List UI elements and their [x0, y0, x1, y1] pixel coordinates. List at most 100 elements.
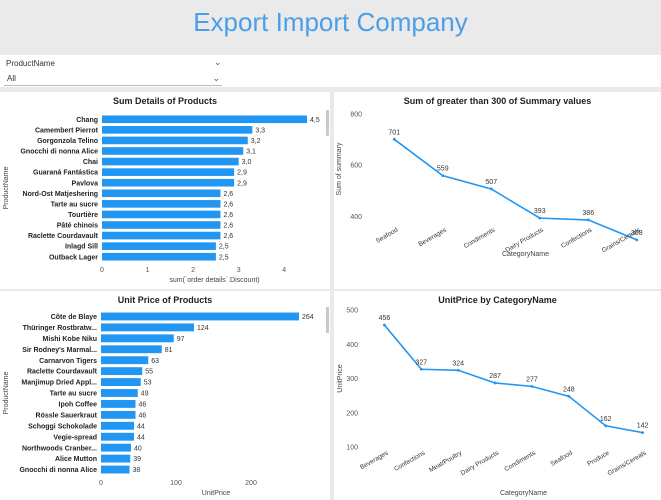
data-point[interactable] — [456, 368, 460, 372]
category-label: Seafood — [549, 449, 574, 467]
data-label: 49 — [141, 391, 149, 398]
bar[interactable] — [101, 399, 136, 408]
data-point[interactable] — [635, 238, 639, 242]
chart-panel-discount[interactable]: Sum Details of Products Chang 4,5 Camember… — [0, 92, 330, 289]
category-label: Gorgonzola Telino — [37, 138, 98, 145]
category-label: Condiments — [463, 226, 497, 250]
category-label: Guaraná Fantástica — [33, 170, 98, 177]
category-label: Confections — [393, 449, 427, 473]
category-label: Carnarvon Tigers — [39, 358, 97, 365]
category-label: Mishi Kobe Niku — [43, 336, 97, 343]
bar[interactable] — [102, 147, 244, 155]
data-label: 53 — [144, 380, 152, 387]
bar[interactable] — [102, 242, 216, 250]
product-slicer[interactable]: ProductName ⌄ All ⌄ — [0, 55, 661, 87]
series-line[interactable] — [393, 138, 638, 241]
category-label: Grains/Cereals — [607, 449, 649, 477]
series-line[interactable] — [383, 324, 643, 434]
chart-title: Unit Price of Products — [117, 295, 213, 305]
category-label: Schoggi Schokolade — [28, 423, 97, 430]
category-label: Dairy Products — [460, 449, 501, 477]
scrollbar[interactable] — [326, 110, 329, 136]
data-point[interactable] — [441, 174, 445, 178]
data-label: 327 — [415, 359, 427, 366]
scrollbar[interactable] — [326, 307, 329, 333]
category-label: Confections — [560, 226, 594, 250]
data-label: 2,5 — [219, 254, 229, 261]
product-dropdown[interactable]: All ⌄ — [4, 72, 222, 86]
category-label: Gnocchi di nonna Alice — [19, 467, 97, 474]
unitprice-bar-chart: Côte de Blaye 264 Thüringer Rostbratw... 12… — [3, 307, 329, 497]
chevron-down-icon[interactable]: ⌄ — [212, 73, 220, 83]
category-label: Meat/Poultry — [428, 449, 464, 474]
data-point[interactable] — [538, 216, 542, 220]
bar[interactable] — [101, 389, 138, 397]
x-axis-label: CategoryName — [500, 490, 547, 497]
tick-label: 600 — [350, 163, 362, 170]
bar[interactable] — [102, 252, 216, 261]
data-label: 2,9 — [237, 170, 247, 177]
bar[interactable] — [101, 443, 131, 452]
chart-panel-category-price[interactable]: UnitPrice by CategoryName 100 200 300 400 50… — [334, 291, 661, 500]
tick-label: 500 — [346, 308, 358, 315]
data-point[interactable] — [641, 431, 644, 435]
bar[interactable] — [102, 221, 221, 229]
tick-label: 200 — [245, 480, 257, 487]
bar[interactable] — [101, 410, 136, 419]
x-axis-label: sum(`order details`.Discount) — [169, 277, 259, 284]
tick-label: 300 — [346, 376, 358, 383]
data-point[interactable] — [567, 394, 571, 398]
data-label: 456 — [379, 315, 391, 322]
bar[interactable] — [101, 378, 141, 387]
tick-label: 400 — [350, 214, 362, 221]
tick-label: 100 — [346, 445, 358, 452]
data-point[interactable] — [493, 381, 497, 385]
data-point[interactable] — [392, 137, 396, 141]
chevron-down-icon[interactable]: ⌄ — [214, 57, 222, 67]
bar[interactable] — [102, 126, 253, 134]
category-label: Nord-Ost Matjeshering — [23, 191, 98, 198]
data-point[interactable] — [489, 187, 493, 191]
bar[interactable] — [101, 312, 299, 321]
bar[interactable] — [102, 136, 248, 145]
category-label: Inlagd Sill — [65, 244, 98, 251]
slicer-value: All — [7, 74, 16, 83]
bar[interactable] — [101, 323, 194, 332]
tick-label: 0 — [100, 267, 104, 274]
chart-panel-summary[interactable]: Sum of greater than 300 of Summary value… — [334, 92, 661, 289]
category-label: Pâté chinois — [57, 223, 98, 230]
bar[interactable] — [102, 231, 221, 240]
bar[interactable] — [101, 356, 149, 365]
y-axis-label: UnitPrice — [337, 364, 344, 393]
bar[interactable] — [101, 454, 131, 463]
data-label: 248 — [563, 386, 575, 393]
bar[interactable] — [101, 367, 143, 376]
bar[interactable] — [102, 157, 239, 166]
data-point[interactable] — [604, 424, 608, 428]
bar[interactable] — [102, 189, 221, 198]
data-point[interactable] — [530, 384, 534, 388]
bar[interactable] — [102, 168, 235, 176]
bar[interactable] — [102, 210, 221, 219]
bar[interactable] — [101, 345, 162, 354]
category-label: Northwoods Cranber... — [22, 445, 97, 452]
category-label: Rössle Sauerkraut — [36, 412, 98, 419]
bar[interactable] — [101, 432, 134, 441]
category-label: Raclette Courdavault — [28, 233, 99, 240]
data-point[interactable] — [383, 323, 386, 327]
data-label: 386 — [582, 210, 594, 217]
bar[interactable] — [102, 178, 235, 187]
data-label: 2,6 — [223, 212, 233, 219]
bar[interactable] — [101, 334, 174, 343]
bar[interactable] — [101, 421, 134, 430]
chart-panel-unitprice[interactable]: Unit Price of Products Côte de Blaye 264 T… — [0, 291, 330, 500]
bar[interactable] — [101, 465, 130, 474]
category-label: Tarte au sucre — [51, 201, 98, 208]
data-point[interactable] — [586, 218, 590, 222]
data-point[interactable] — [419, 367, 423, 371]
bar[interactable] — [102, 115, 307, 124]
bar[interactable] — [102, 200, 221, 208]
discount-bar-chart: Chang 4,5 Camembert Pierrot 3,3 Gorgonzola T… — [3, 110, 329, 284]
data-label: 46 — [139, 402, 147, 409]
category-label: Chang — [76, 117, 98, 124]
